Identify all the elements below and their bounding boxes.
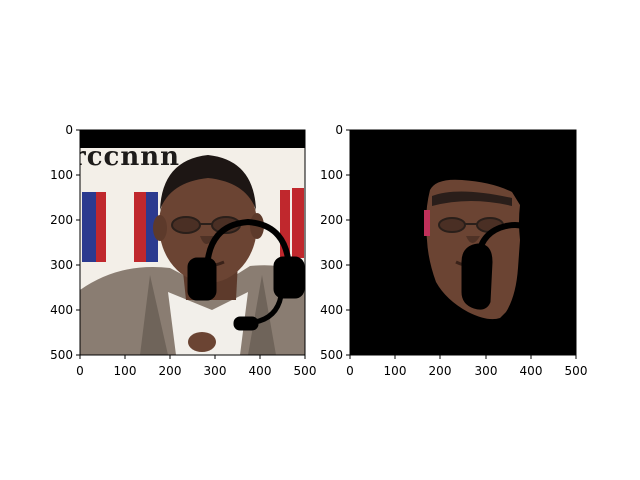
y-tick-label: 300 (50, 258, 73, 272)
y-tick-label: 500 (50, 348, 73, 362)
right-panel: 0 100 200 300 400 500 0 100 200 300 400 … (320, 123, 587, 378)
x-tick-label: 100 (114, 364, 137, 378)
left-y-ticks (76, 129, 80, 356)
y-tick-label: 400 (50, 303, 73, 317)
right-image (350, 130, 576, 355)
headset-icon (187, 218, 305, 331)
left-panel: rccnnn (50, 123, 316, 378)
y-tick-label: 0 (65, 123, 73, 137)
x-tick-label: 500 (294, 364, 317, 378)
right-axes-frame (349, 129, 577, 356)
left-y-tick-labels: 0 100 200 300 400 500 (50, 123, 73, 362)
y-tick-label: 100 (320, 168, 343, 182)
x-tick-label: 300 (204, 364, 227, 378)
x-tick-label: 200 (159, 364, 182, 378)
x-tick-label: 0 (346, 364, 354, 378)
x-tick-label: 400 (249, 364, 272, 378)
right-x-ticks (349, 355, 577, 359)
headset-mask-icon (461, 222, 523, 310)
x-tick-label: 200 (429, 364, 452, 378)
x-tick-label: 0 (76, 364, 84, 378)
y-tick-label: 400 (320, 303, 343, 317)
right-y-ticks (346, 129, 350, 356)
left-x-tick-labels: 0 100 200 300 400 500 (76, 364, 316, 378)
y-tick-label: 300 (320, 258, 343, 272)
right-y-tick-labels: 0 100 200 300 400 500 (320, 123, 343, 362)
y-tick-label: 500 (320, 348, 343, 362)
y-tick-label: 100 (50, 168, 73, 182)
x-tick-label: 400 (520, 364, 543, 378)
right-x-tick-labels: 0 100 200 300 400 500 (346, 364, 587, 378)
x-tick-label: 300 (475, 364, 498, 378)
left-axes-frame (79, 129, 306, 356)
y-tick-label: 200 (320, 213, 343, 227)
x-tick-label: 500 (565, 364, 588, 378)
x-tick-label: 100 (384, 364, 407, 378)
y-tick-label: 200 (50, 213, 73, 227)
left-image: rccnnn (72, 130, 305, 355)
svg-text:rccnnn: rccnnn (72, 142, 180, 172)
y-tick-label: 0 (335, 123, 343, 137)
left-x-ticks (79, 355, 306, 359)
